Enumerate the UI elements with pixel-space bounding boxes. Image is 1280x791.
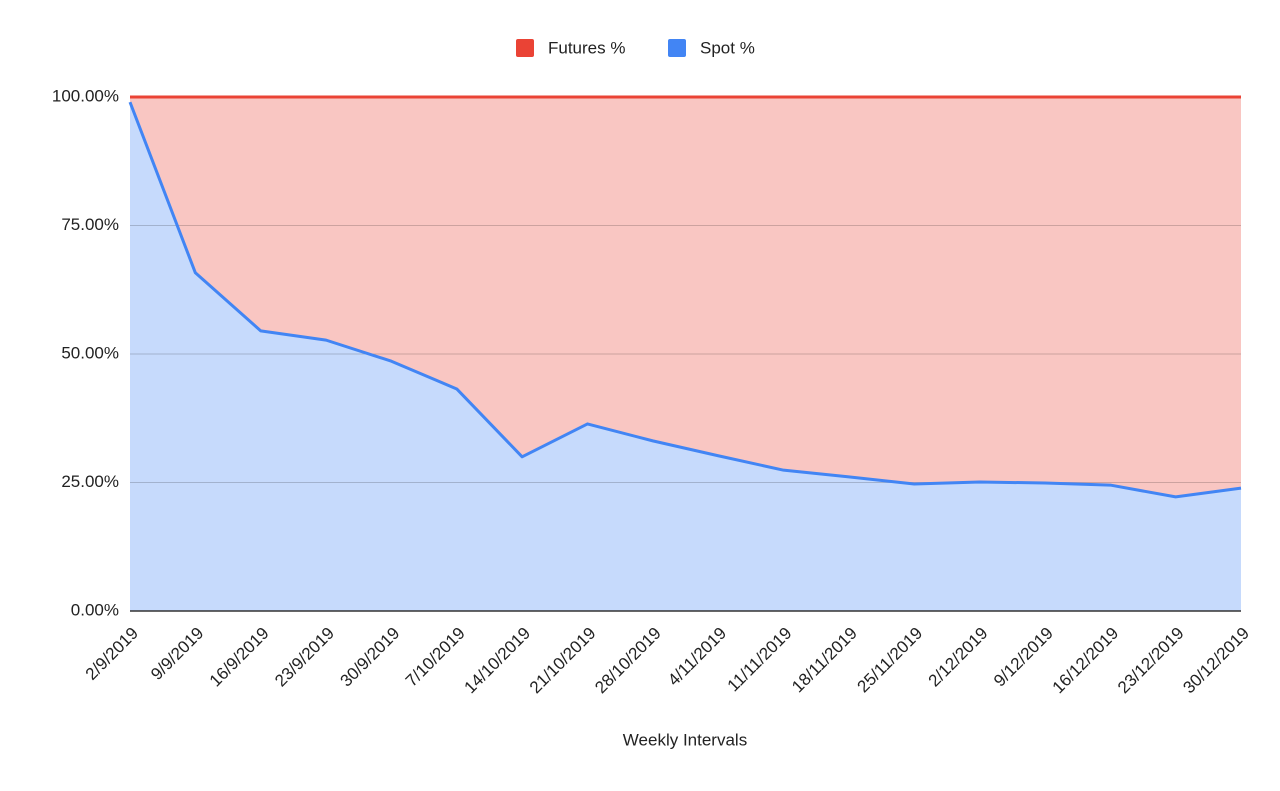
x-tick-label: 2/12/2019 [925,624,992,691]
x-tick-label: 7/10/2019 [402,624,469,691]
y-tick-label: 100.00% [52,86,119,105]
x-tick-label: 9/12/2019 [990,624,1057,691]
x-tick-label: 30/12/2019 [1179,624,1253,698]
x-axis-title: Weekly Intervals [623,730,747,749]
x-tick-label: 11/11/2019 [724,624,796,696]
y-tick-label: 50.00% [61,343,119,362]
x-tick-label: 9/9/2019 [147,624,207,684]
y-tick-label: 0.00% [71,600,119,619]
x-tick-label: 30/9/2019 [336,624,403,691]
legend-label: Futures % [548,38,625,57]
legend-label: Spot % [700,38,755,57]
x-tick-label: 28/10/2019 [591,624,665,698]
y-tick-label: 25.00% [61,472,119,491]
y-tick-label: 75.00% [61,215,119,234]
legend-swatch [668,39,686,57]
legend-swatch [516,39,534,57]
x-tick-label: 16/12/2019 [1049,624,1123,698]
x-tick-label: 14/10/2019 [461,624,535,698]
x-tick-label: 25/11/2019 [854,624,927,697]
x-tick-label: 21/10/2019 [526,624,600,698]
x-tick-label: 18/11/2019 [788,624,861,697]
x-tick-label: 2/9/2019 [82,624,142,684]
x-tick-label: 16/9/2019 [206,624,273,691]
series-line [128,101,1242,499]
x-tick-label: 4/11/2019 [664,624,730,690]
x-tick-label: 23/12/2019 [1114,624,1188,698]
x-tick-label: 23/9/2019 [271,624,338,691]
area [130,97,1241,497]
